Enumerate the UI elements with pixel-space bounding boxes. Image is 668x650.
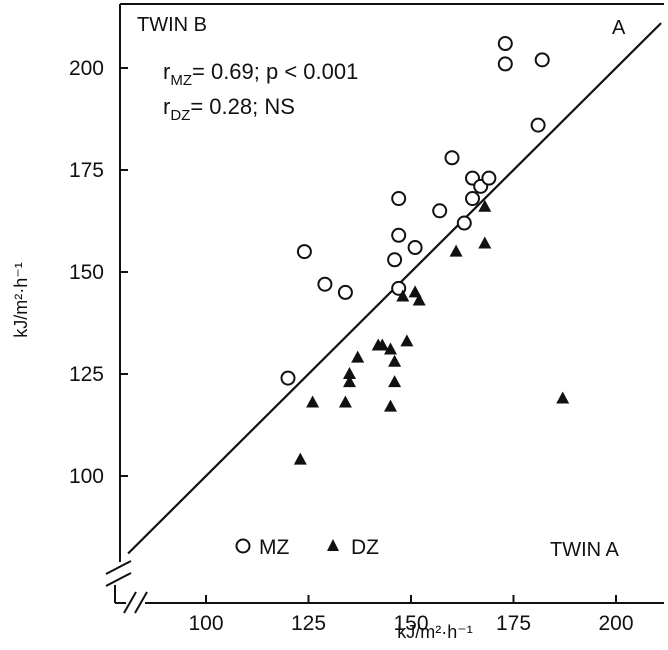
mz-point	[407, 240, 423, 256]
dz-point	[478, 236, 492, 249]
y-axis-break-mark-2	[105, 572, 132, 587]
mz-point	[391, 227, 407, 243]
label-a: A	[612, 17, 626, 39]
dz-point	[306, 395, 320, 408]
legend-mz-label: MZ	[259, 536, 289, 559]
dz-point	[449, 244, 463, 257]
y-tick-label: 100	[69, 465, 104, 488]
dz-point	[388, 375, 402, 388]
dz-point	[556, 391, 570, 404]
dz-point	[384, 342, 397, 355]
dz-point	[396, 289, 410, 302]
stat-mz-text: = 0.69; p < 0.001	[192, 59, 358, 84]
y-axis-title: kJ/m²·h⁻¹	[11, 262, 31, 338]
dz-point	[343, 375, 356, 388]
mz-point	[337, 284, 353, 300]
mz-point	[280, 370, 296, 386]
mz-point	[444, 150, 460, 166]
x-axis-break-mark-1	[123, 591, 137, 614]
y-tick-label: 200	[69, 57, 104, 80]
x-axis-break-mark-2	[134, 591, 148, 614]
legend: MZ DZ	[235, 536, 379, 559]
dz-point	[338, 395, 352, 408]
label-twin-b: TWIN B	[137, 14, 207, 36]
mz-point	[530, 117, 546, 133]
dz-point	[388, 354, 402, 367]
y-tick-label: 125	[69, 363, 104, 386]
dz-point	[293, 452, 307, 465]
stat-dz-r: r	[163, 94, 170, 119]
stat-dz: rDZ= 0.28; NS	[163, 94, 295, 124]
y-tick-label: 150	[69, 261, 104, 284]
dz-point	[408, 285, 422, 298]
dz-point	[343, 367, 356, 379]
dz-point	[400, 334, 414, 347]
mz-point	[481, 170, 497, 186]
mz-point	[391, 191, 407, 207]
stat-mz-subscript: MZ	[170, 72, 192, 89]
mz-point	[456, 215, 472, 231]
legend-dz-marker	[327, 539, 339, 551]
stat-mz: rMZ= 0.69; p < 0.001	[163, 59, 358, 89]
dz-point	[375, 338, 389, 351]
mz-point	[534, 52, 550, 68]
x-tick-label: 150	[393, 612, 428, 635]
x-tick-label: 125	[291, 612, 326, 635]
mz-point	[296, 244, 312, 260]
mz-point	[317, 276, 333, 292]
mz-point	[497, 56, 513, 72]
dz-point	[351, 350, 365, 363]
mz-point	[432, 203, 448, 219]
plot-frame	[114, 3, 664, 604]
y-tick-label: 175	[69, 159, 104, 182]
axis-breaks	[105, 560, 148, 614]
mz-point	[465, 191, 480, 207]
y-axis-break-mark-1	[105, 560, 132, 575]
x-tick-label: 175	[496, 612, 531, 635]
y-axis-ticks: 100 125 150 175 200	[69, 57, 128, 488]
mz-point	[497, 36, 513, 52]
dz-point	[384, 399, 397, 412]
x-tick-label: 100	[188, 612, 223, 635]
dz-point	[478, 199, 492, 212]
dz-point	[412, 293, 426, 306]
stat-dz-subscript: DZ	[170, 107, 190, 124]
legend-dz-label: DZ	[351, 536, 379, 559]
x-axis-ticks: 100 125 150 175 200	[188, 595, 634, 635]
label-twin-a: TWIN A	[550, 539, 620, 561]
stat-mz-r: r	[163, 59, 170, 84]
x-axis-title: kJ/m²·h⁻¹	[397, 622, 473, 642]
legend-mz-marker	[235, 538, 251, 554]
stat-dz-text: = 0.28; NS	[190, 94, 295, 119]
x-tick-label: 200	[598, 612, 633, 635]
data-points	[280, 36, 570, 465]
mz-point	[387, 252, 403, 268]
